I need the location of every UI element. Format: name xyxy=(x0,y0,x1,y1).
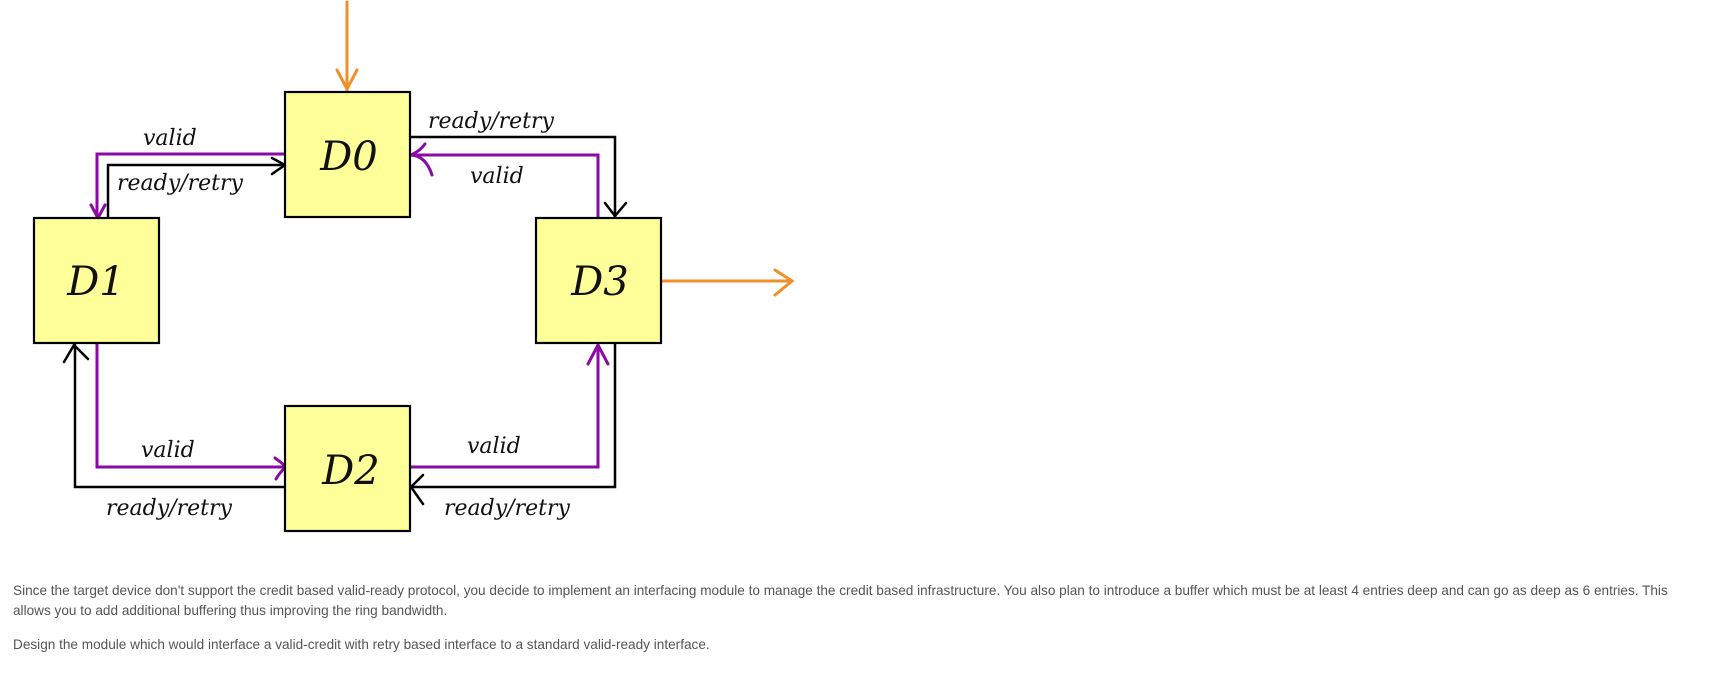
label-d2-d3-valid: valid xyxy=(467,434,521,459)
edge-d3-d2-ready xyxy=(409,341,617,506)
task-paragraph: Design the module which would interface … xyxy=(13,637,710,652)
input-arrow xyxy=(335,0,359,93)
node-d2-label: D2 xyxy=(321,448,380,494)
ring-diagram: D0 D1 D2 D3 valid ready/retry ready/retr… xyxy=(32,0,795,533)
node-d2: D2 xyxy=(283,404,412,533)
node-d3: D3 xyxy=(534,216,663,345)
node-d0-label: D0 xyxy=(319,134,378,180)
edge-d0-d3-ready xyxy=(408,135,628,219)
node-d1-label: D1 xyxy=(66,259,125,305)
node-d3-label: D3 xyxy=(570,259,629,305)
label-d2-d1-ready-retry: ready/retry xyxy=(106,496,232,521)
node-d0: D0 xyxy=(283,90,412,219)
edge-d2-d3-valid xyxy=(408,341,610,469)
label-d3-d0-valid: valid xyxy=(470,164,524,189)
label-d0-d3-ready-retry: ready/retry xyxy=(428,109,554,134)
description-paragraph: Since the target device don't support th… xyxy=(13,583,1668,618)
label-d1-d2-valid: valid xyxy=(141,438,195,463)
label-d0-d1-valid: valid xyxy=(143,126,197,151)
output-arrow xyxy=(659,268,795,297)
edge-d2-d1-ready xyxy=(62,342,287,489)
node-d1: D1 xyxy=(32,216,161,345)
label-d1-d0-ready-retry: ready/retry xyxy=(117,171,243,196)
label-d3-d2-ready-retry: ready/retry xyxy=(444,496,570,521)
